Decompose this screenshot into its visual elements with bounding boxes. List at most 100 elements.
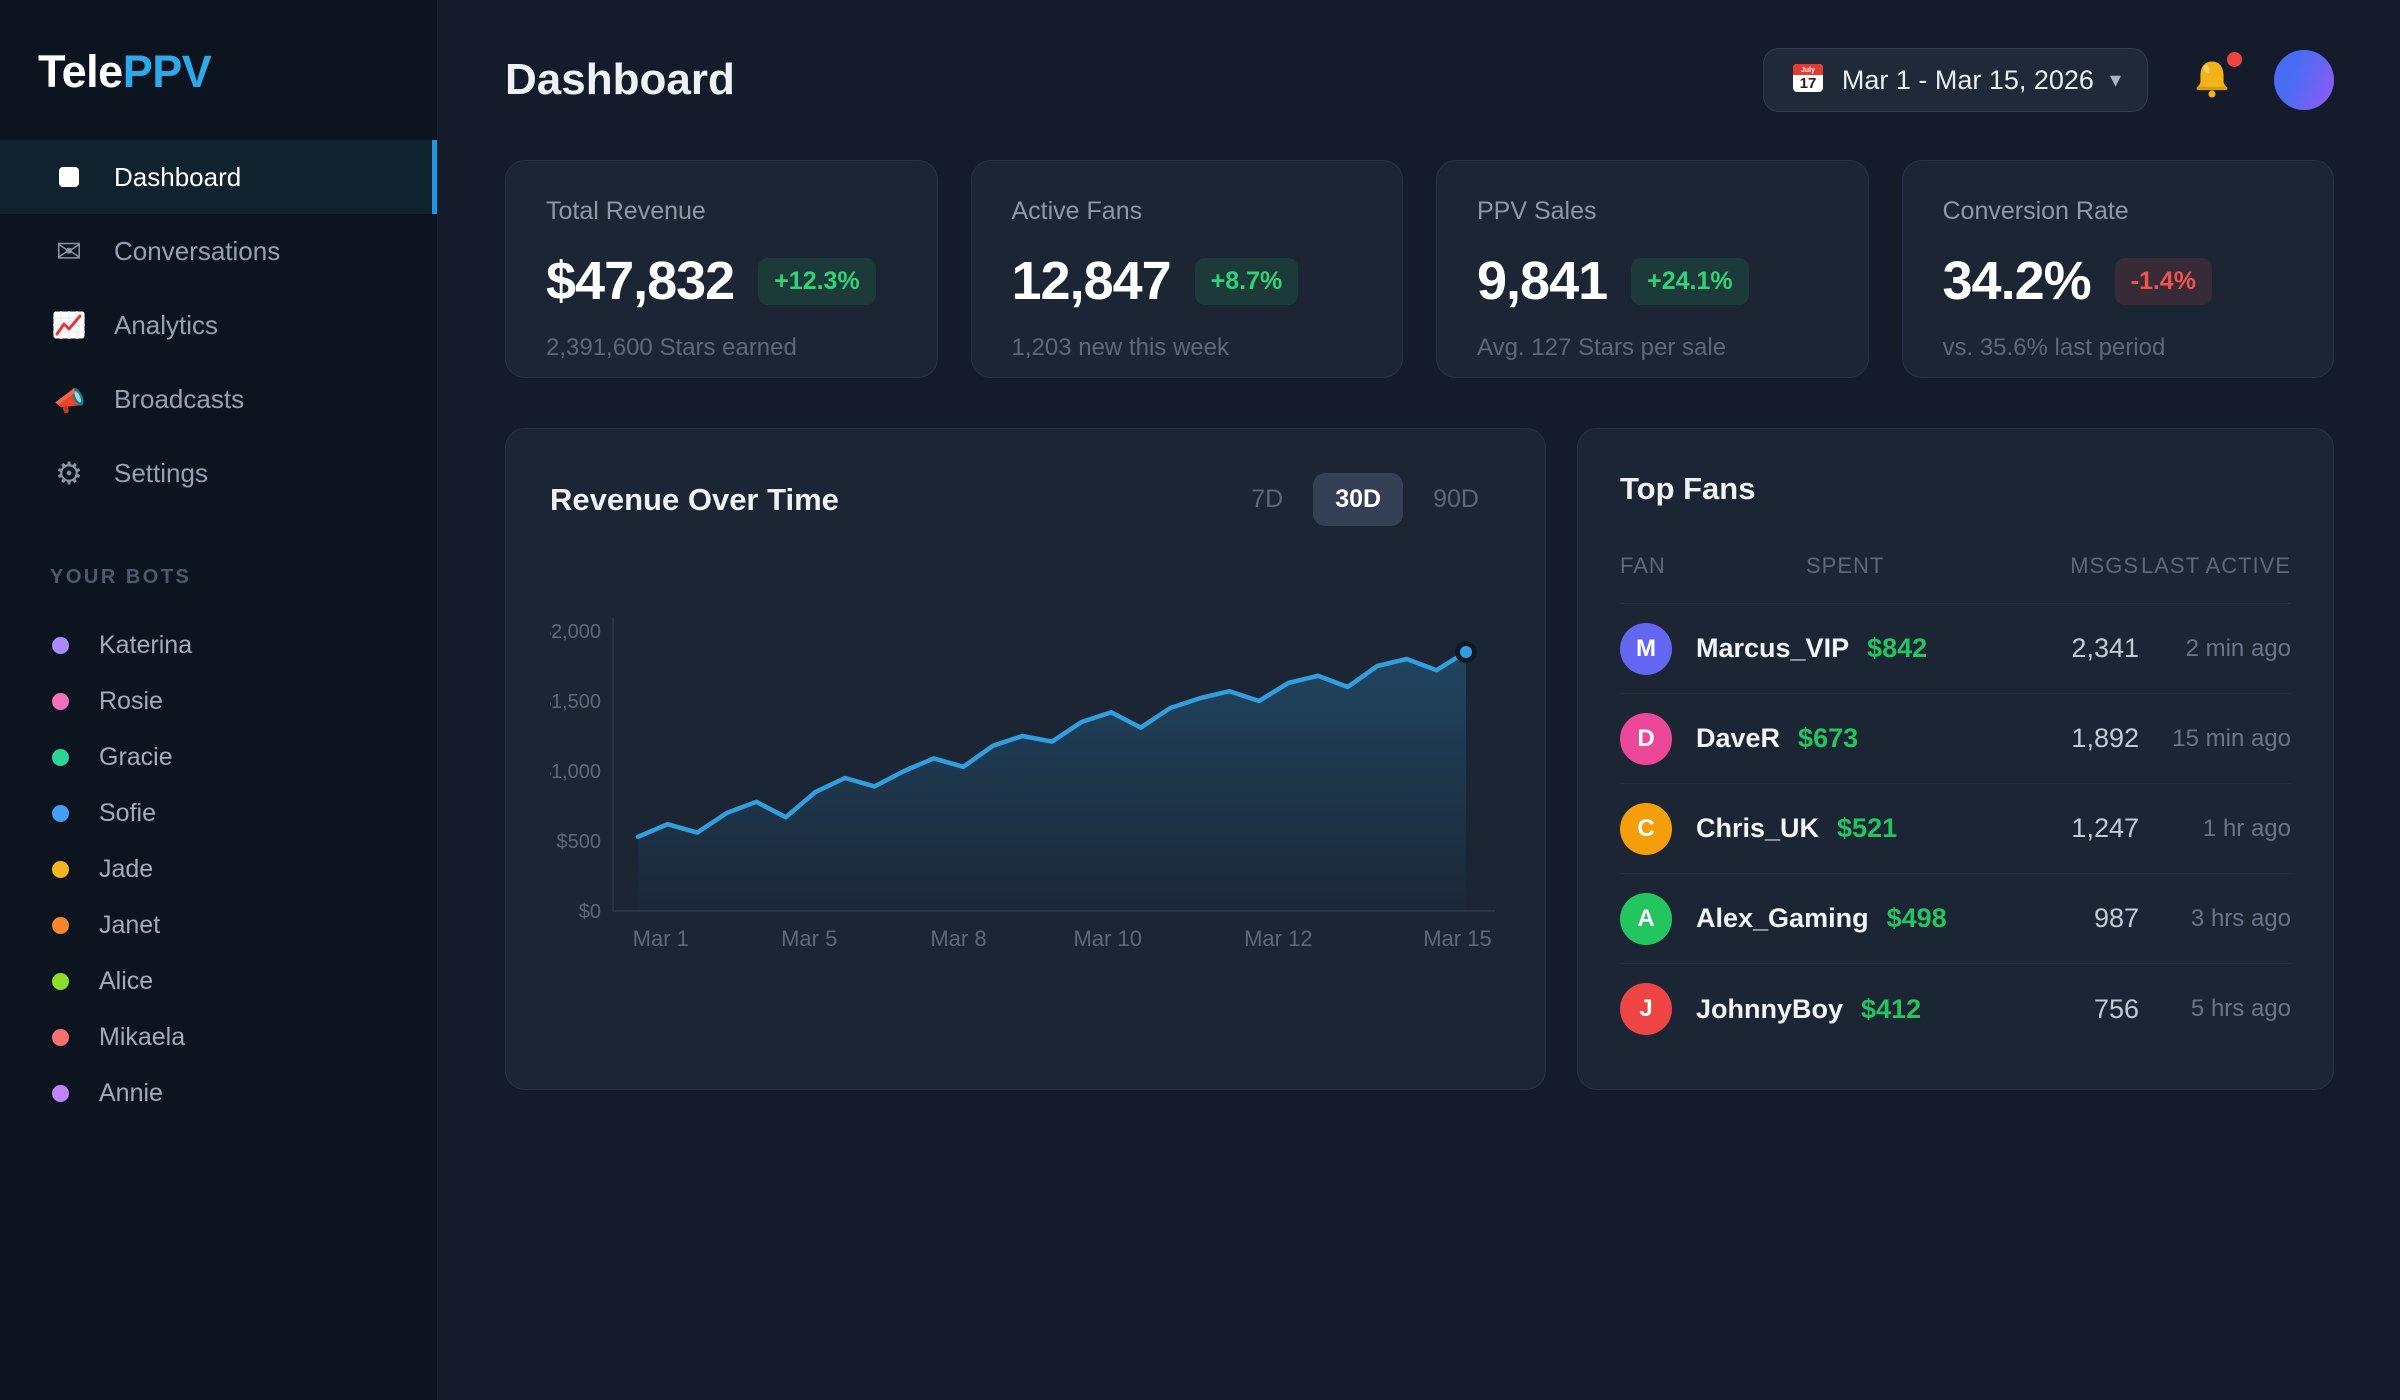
bot-item-alice[interactable]: Alice (0, 953, 437, 1009)
bot-item-mikaela[interactable]: Mikaela (0, 1009, 437, 1065)
bot-item-gracie[interactable]: Gracie (0, 729, 437, 785)
stat-value: 9,841 (1477, 251, 1608, 311)
sidebar-item-broadcasts[interactable]: Broadcasts (0, 362, 437, 436)
svg-text:$1,000: $1,000 (550, 761, 601, 783)
stat-subtext: 1,203 new this week (1011, 334, 1229, 361)
delta-badge: +24.1% (1631, 257, 1749, 305)
column-header-spent: SPENT (1806, 553, 1885, 578)
stat-card-conversion-rate: Conversion Rate 34.2% -1.4% vs. 35.6% la… (1901, 160, 2334, 378)
range-tabs: 7D 30D 90D (1229, 473, 1501, 526)
sidebar-nav: Dashboard ✉ Conversations Analytics (0, 140, 437, 510)
column-header-fan: FAN (1620, 553, 1666, 578)
range-tab-90d[interactable]: 90D (1433, 485, 1479, 513)
stat-cards: Total Revenue $47,832 +12.3% 2,391,600 S… (505, 160, 2334, 378)
bot-item-jade[interactable]: Jade (0, 841, 437, 897)
delta-badge: +12.3% (758, 257, 876, 305)
bot-status-dot (52, 860, 69, 878)
bot-status-dot (52, 804, 69, 822)
bot-name: Jade (99, 854, 154, 883)
bell-icon (2196, 61, 2228, 97)
column-header-last-active: LAST ACTIVE (2141, 553, 2291, 578)
sidebar-item-conversations[interactable]: ✉ Conversations (0, 214, 437, 288)
fan-row-marcus: M Marcus_VIP $842 2,341 2 min ago (1620, 604, 2291, 694)
chart-title: Revenue Over Time (550, 481, 839, 517)
bot-name: Annie (99, 1078, 163, 1107)
notifications-button[interactable] (2190, 51, 2242, 105)
fan-name: DaveR (1696, 723, 1781, 753)
bot-status-dot (52, 1028, 69, 1046)
fan-last-active: 3 hrs ago (2190, 904, 2291, 932)
fan-last-active: 5 hrs ago (2190, 995, 2291, 1022)
bot-item-janet[interactable]: Janet (0, 897, 437, 953)
stat-label: PPV Sales (1477, 197, 1597, 225)
bot-name: Sofie (99, 798, 156, 827)
bot-name: Janet (99, 910, 161, 939)
stat-label: Total Revenue (546, 197, 706, 225)
fan-spent: $498 (1886, 903, 1947, 933)
date-range-picker[interactable]: July 17 Mar 1 - Mar 15, 2026 ▾ (1762, 48, 2148, 112)
fan-spent: $673 (1798, 723, 1859, 753)
chevron-down-icon: ▾ (2109, 67, 2121, 92)
stat-card-ppv-sales: PPV Sales 9,841 +24.1% Avg. 127 Stars pe… (1436, 160, 1869, 378)
svg-text:Mar 12: Mar 12 (1244, 926, 1312, 951)
revenue-chart-panel: Revenue Over Time 7D 30D 90D $0 $500 $1,00… (505, 428, 1546, 1090)
brand-second: PPV (122, 46, 212, 97)
bot-item-rosie[interactable]: Rosie (0, 673, 437, 729)
bots-list: Katerina Rosie Gracie Sofie Jade Janet A… (0, 617, 437, 1121)
sidebar-item-dashboard[interactable]: Dashboard (0, 140, 437, 214)
fan-avatar: M (1620, 622, 1672, 675)
fan-spent: $521 (1837, 813, 1898, 843)
gear-icon: ⚙ (55, 455, 83, 491)
column-header-msgs: MSGS (2070, 553, 2139, 578)
bot-status-dot (52, 916, 69, 934)
fan-name: Marcus_VIP (1696, 633, 1850, 663)
stat-label: Active Fans (1011, 197, 1143, 225)
svg-text:17: 17 (1799, 75, 1816, 92)
sidebar-item-settings[interactable]: ⚙ Settings (0, 436, 437, 510)
bot-status-dot (52, 972, 69, 990)
svg-text:July: July (1801, 67, 1815, 74)
page-header: Dashboard July 17 Mar 1 - Mar 15, 2026 ▾ (505, 0, 2334, 160)
notification-badge-dot (2227, 51, 2242, 67)
sidebar-item-label: Dashboard (114, 161, 242, 192)
svg-text:$500: $500 (557, 831, 602, 853)
fan-last-active: 2 min ago (2185, 634, 2291, 662)
main-content: Dashboard July 17 Mar 1 - Mar 15, 2026 ▾ (438, 0, 2400, 1400)
user-avatar[interactable] (2274, 50, 2334, 110)
fan-row-alex: A Alex_Gaming $498 987 3 hrs ago (1620, 874, 2291, 964)
sidebar-item-analytics[interactable]: Analytics (0, 288, 437, 362)
fan-avatar: D (1620, 712, 1672, 765)
svg-text:Mar 8: Mar 8 (930, 926, 986, 951)
revenue-line-chart: $0 $500 $1,000 $1,500 $2,000 Mar 1 Mar 5 Mar 8 M… (540, 572, 1501, 1097)
bot-status-dot (52, 692, 69, 710)
bot-status-dot (52, 636, 69, 654)
bot-name: Gracie (99, 742, 173, 771)
fan-spent: $842 (1867, 633, 1928, 663)
brand-first: Tele (38, 46, 123, 97)
bot-status-dot (52, 748, 69, 766)
stat-label: Conversion Rate (1942, 197, 2129, 225)
svg-text:$1,500: $1,500 (550, 691, 601, 713)
fan-avatar: C (1620, 802, 1672, 855)
range-tab-7d[interactable]: 7D (1251, 485, 1284, 513)
bot-item-sofie[interactable]: Sofie (0, 785, 437, 841)
sidebar-item-label: Settings (114, 457, 208, 488)
top-fans-panel: Top Fans FAN SPENT MSGS LAST ACTIVE M Ma… (1577, 428, 2334, 1090)
fan-last-active: 15 min ago (2172, 724, 2291, 752)
bot-item-katerina[interactable]: Katerina (0, 617, 437, 673)
page-title: Dashboard (505, 55, 735, 104)
bot-item-annie[interactable]: Annie (0, 1065, 437, 1121)
fan-name: Alex_Gaming (1696, 903, 1869, 933)
stat-value: 34.2% (1942, 251, 2092, 311)
stat-subtext: 2,391,600 Stars earned (546, 334, 797, 361)
svg-text:Mar 5: Mar 5 (781, 926, 837, 951)
fan-spent: $412 (1861, 993, 1922, 1024)
fan-msgs: 1,892 (2071, 723, 2139, 753)
range-tab-30d[interactable]: 30D (1313, 473, 1404, 526)
fan-msgs: 2,341 (2071, 633, 2139, 663)
bot-name: Rosie (99, 686, 163, 715)
megaphone-icon (50, 383, 88, 415)
panels-row: Revenue Over Time 7D 30D 90D $0 $500 $1,00… (505, 428, 2334, 1090)
sidebar: TelePPV Dashboard ✉ Conversations Analyt… (0, 0, 438, 1400)
bot-name: Alice (99, 966, 154, 995)
